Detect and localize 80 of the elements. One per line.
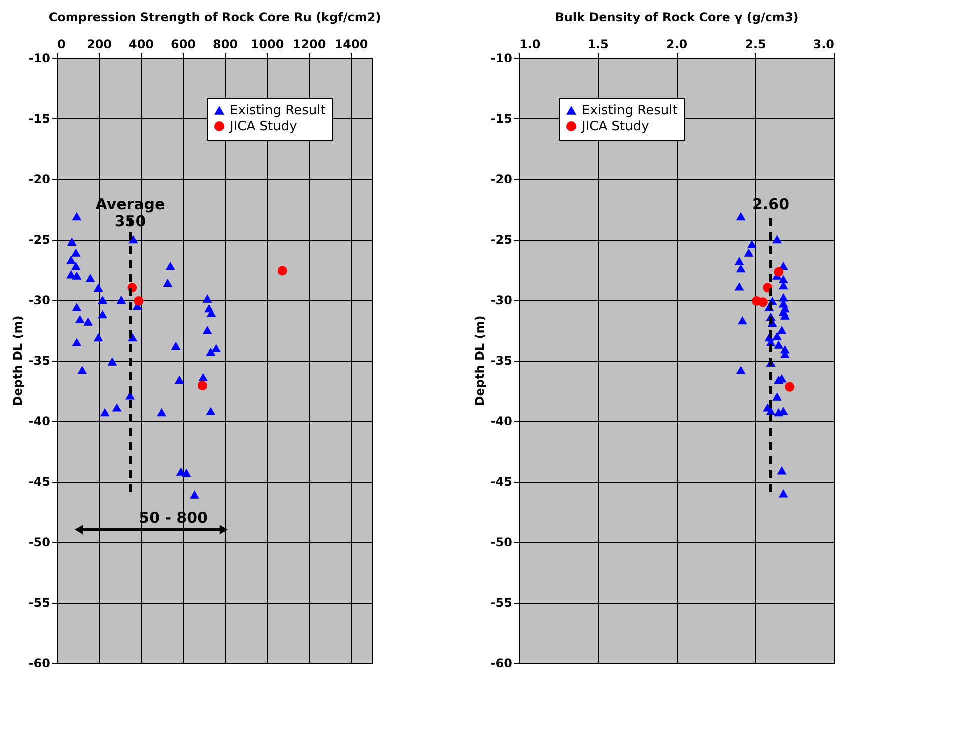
y-tick-label: -50	[490, 536, 512, 550]
x-tick-label: 800	[212, 38, 238, 52]
y-tick-label: -60	[28, 656, 50, 670]
point	[116, 296, 126, 304]
point	[112, 404, 122, 412]
point	[198, 381, 208, 391]
y-tick-label: -35	[28, 354, 50, 368]
point	[66, 256, 76, 264]
point	[198, 373, 208, 382]
y-tick-label: -45	[490, 475, 512, 489]
y-tick-label: -20	[490, 172, 512, 186]
y-tick-label: -30	[28, 294, 50, 308]
point	[78, 366, 88, 374]
y-tick-label: -15	[28, 112, 50, 126]
point	[157, 408, 167, 417]
point	[212, 344, 222, 353]
x-tick-label: 0	[58, 38, 66, 52]
x-tick-label: 2.5	[745, 38, 766, 52]
legend-label: Existing Result	[230, 104, 326, 118]
x-tick-label: 1200	[292, 38, 326, 52]
point	[206, 407, 216, 416]
x-tick-label: 1400	[334, 38, 368, 52]
y-tick-label: -55	[28, 596, 50, 610]
y-tick-label: -30	[490, 294, 512, 308]
point	[166, 262, 176, 270]
point	[67, 238, 77, 246]
legend-label: JICA Study	[229, 120, 298, 134]
y-tick-label: -60	[490, 656, 512, 670]
y-tick-label: -25	[490, 233, 512, 247]
y-tick-label: -50	[28, 536, 50, 550]
point	[71, 248, 81, 257]
legend-label: JICA Study	[581, 120, 650, 134]
point	[108, 358, 118, 366]
y-tick-label: -40	[28, 414, 50, 428]
y-tick-label: -35	[490, 354, 512, 368]
x-tick-label: 1.0	[520, 38, 541, 52]
x-tick-label: 1.5	[588, 38, 609, 52]
x-tick-label: 2.0	[666, 38, 688, 52]
point	[128, 235, 138, 244]
x-tick-label: 600	[170, 38, 196, 52]
y-tick-label: -25	[28, 233, 50, 247]
y-tick-label: -20	[28, 172, 50, 186]
point	[182, 468, 192, 478]
point	[163, 278, 173, 288]
y-tick-label: -10	[490, 52, 512, 66]
point	[174, 376, 184, 384]
point	[98, 296, 108, 304]
x-tick-label: 3.0	[813, 38, 834, 52]
y-axis-title: Depth DL (m)	[10, 316, 25, 406]
y-tick-label: -55	[490, 596, 512, 610]
point	[190, 490, 200, 499]
y-tick-label: -40	[490, 414, 512, 428]
point	[171, 342, 181, 350]
point	[72, 272, 82, 280]
point	[94, 333, 104, 342]
y-axis-title: Depth DL (m)	[472, 316, 487, 406]
point	[84, 318, 94, 326]
y-tick-label: -45	[28, 475, 50, 489]
x-tick-label: 200	[86, 38, 112, 52]
point	[72, 303, 82, 312]
legend-label: Existing Result	[582, 104, 678, 118]
point	[134, 296, 144, 306]
point	[202, 294, 212, 303]
y-tick-label: -10	[28, 52, 50, 66]
point	[94, 284, 104, 292]
x-axis-title: Bulk Density of Rock Core γ (g/cm3)	[555, 10, 799, 24]
point	[72, 212, 82, 221]
x-axis-title: Compression Strength of Rock Core Ru (kgf/cm2)	[48, 10, 382, 24]
point	[98, 310, 108, 319]
x-tick-label: 1000	[250, 38, 284, 52]
point	[75, 315, 85, 324]
point	[100, 408, 110, 417]
point	[71, 262, 81, 270]
y-tick-label: -15	[490, 112, 512, 126]
point	[72, 338, 82, 346]
point	[278, 266, 288, 276]
point	[206, 348, 216, 356]
point	[86, 274, 96, 282]
x-tick-label: 400	[128, 38, 154, 52]
point	[202, 326, 212, 334]
